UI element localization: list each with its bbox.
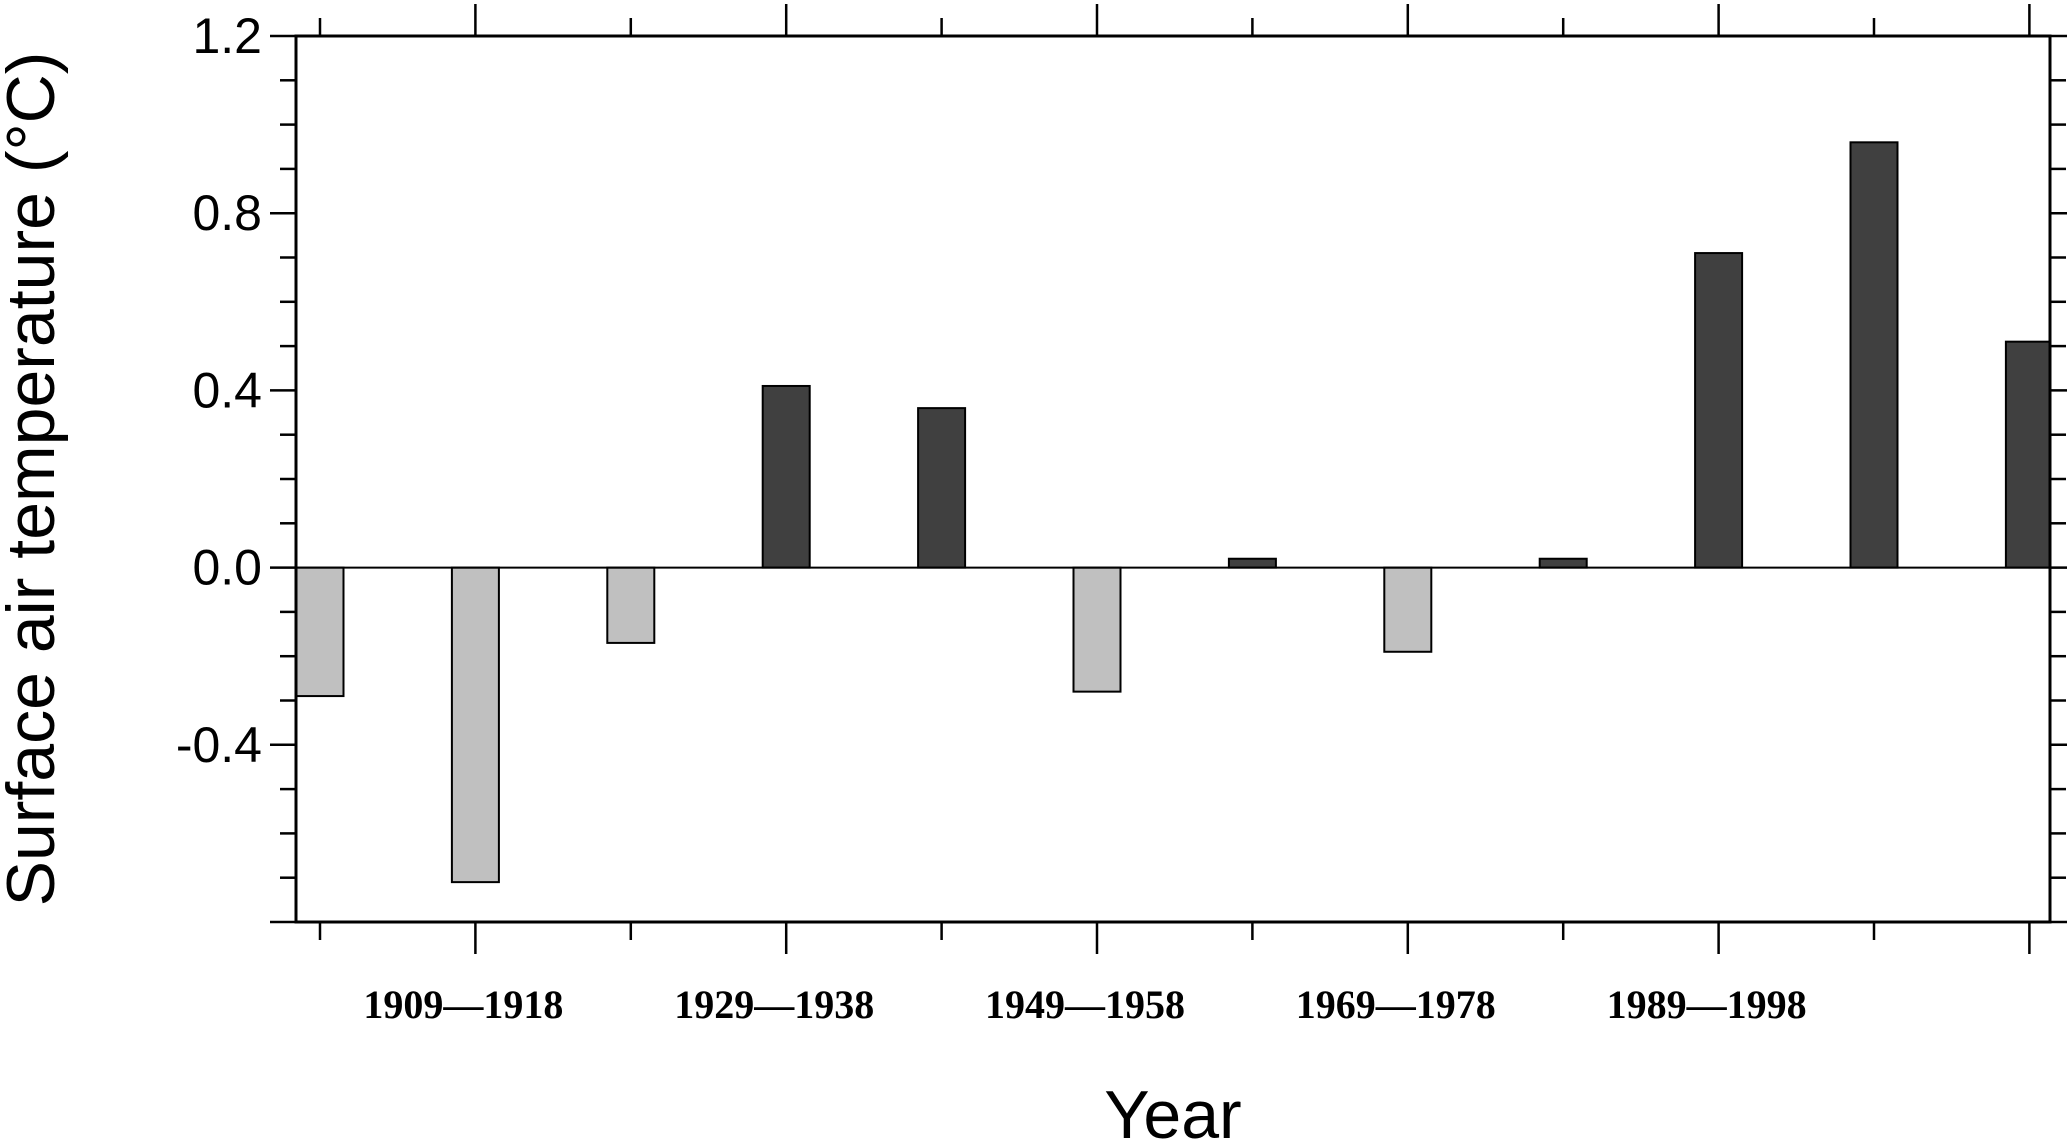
y-tick-label: 0.0 — [192, 540, 262, 596]
bar — [295, 566, 345, 698]
x-tick-label: 1929—1938 — [674, 982, 874, 1027]
y-axis-title: Surface air temperature (°C) — [0, 52, 69, 907]
x-tick-label: 1909—1918 — [363, 982, 563, 1027]
x-tick-label: 1949—1958 — [985, 982, 1185, 1027]
bar — [450, 566, 500, 884]
bar — [917, 407, 967, 569]
y-tick-label: 1.2 — [192, 8, 262, 64]
bar — [606, 566, 656, 644]
bars — [295, 141, 2052, 884]
bar — [1072, 566, 1122, 693]
axis-ticks — [270, 4, 2067, 954]
bar — [1849, 141, 1899, 569]
x-axis-title: Year — [1104, 1077, 1241, 1140]
y-tick-label: 0.4 — [192, 362, 262, 418]
y-tick-labels: -0.4 0.0 0.4 0.8 1.2 — [176, 8, 262, 773]
bar — [1383, 566, 1433, 653]
bar — [1538, 557, 1588, 569]
y-tick-label: 0.8 — [192, 185, 262, 241]
x-tick-label: 1989—1998 — [1607, 982, 1807, 1027]
y-tick-label: -0.4 — [176, 717, 262, 773]
bar — [761, 384, 811, 569]
bar — [1694, 252, 1744, 569]
plot-frame — [294, 34, 2052, 924]
x-tick-labels: 1909—1918 1929—1938 1949—1958 1969—1978 1989… — [363, 982, 1806, 1027]
bar — [1227, 557, 1277, 569]
x-tick-label: 1969—1978 — [1296, 982, 1496, 1027]
bar — [2004, 340, 2052, 569]
